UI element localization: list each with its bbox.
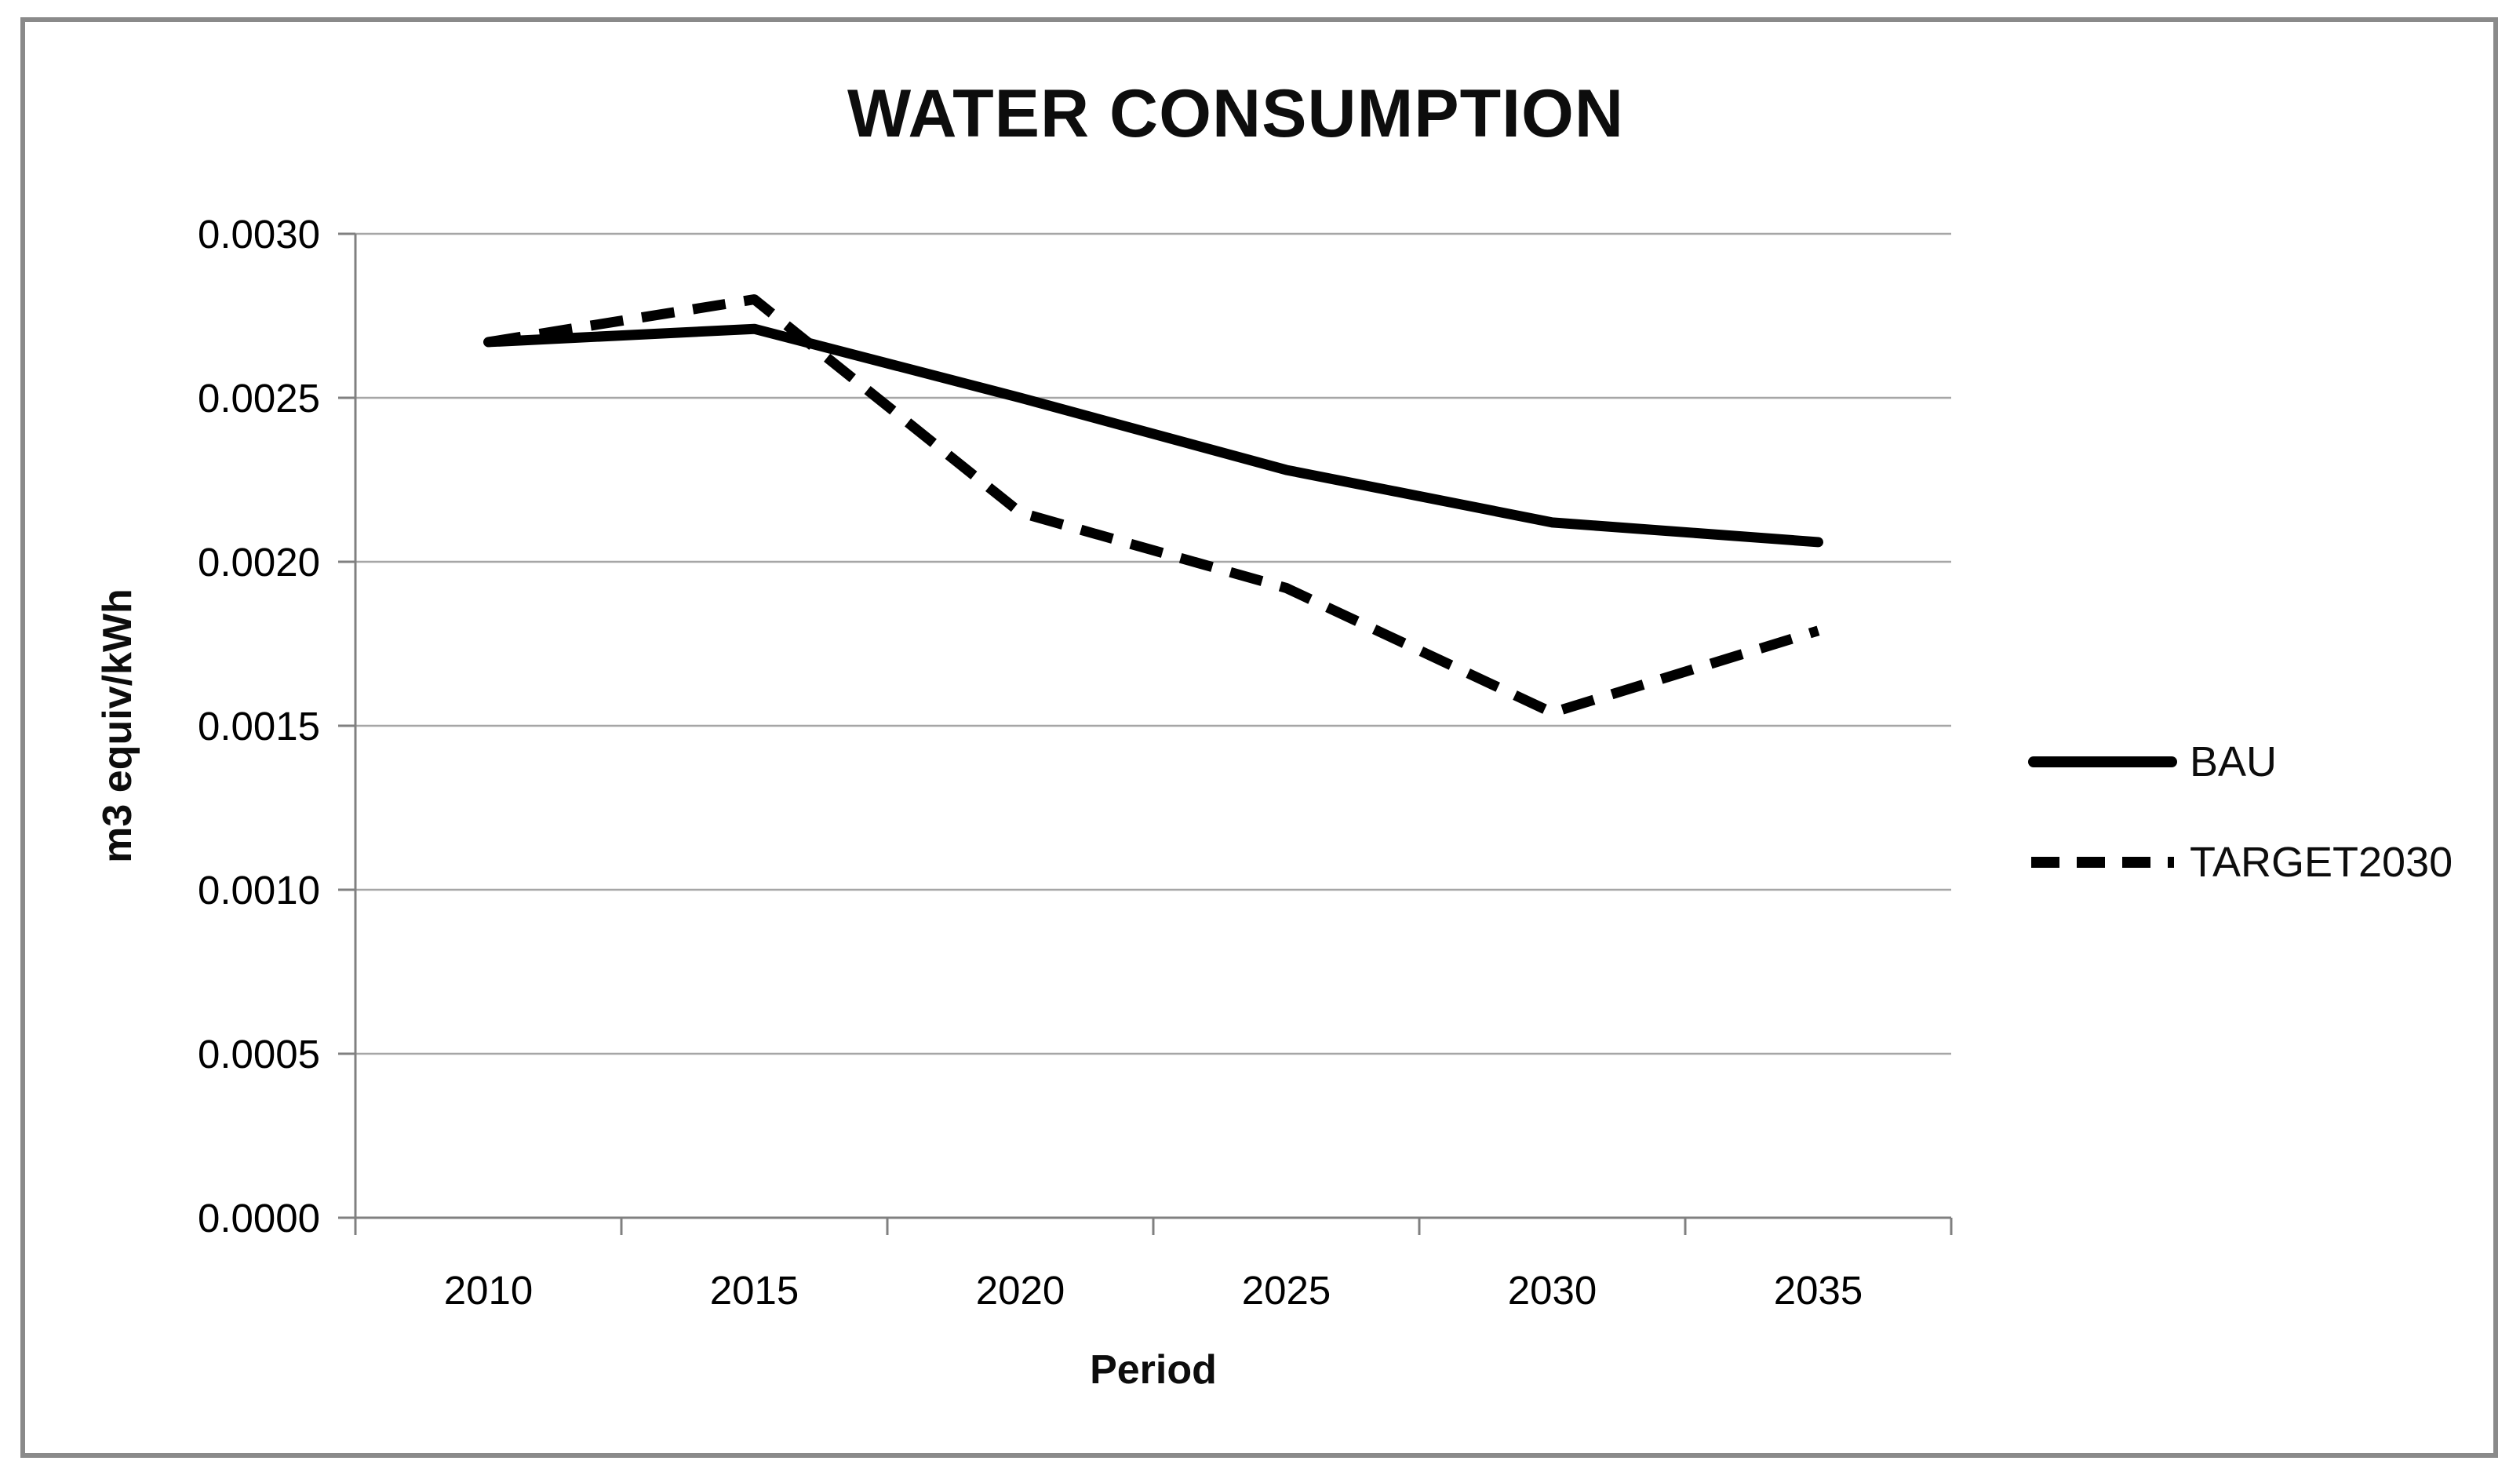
x-tick-label: 2015 [710, 1268, 799, 1313]
y-tick-label: 0.0020 [198, 540, 320, 585]
x-tick-label: 2010 [444, 1268, 533, 1313]
y-tick-label: 0.0015 [198, 704, 320, 749]
x-tick-label: 2020 [976, 1268, 1065, 1313]
legend-label: BAU [2190, 738, 2278, 785]
x-tick-label: 2025 [1242, 1268, 1331, 1313]
legend-line-sample [2028, 756, 2177, 767]
x-axis-title: Period [1090, 1347, 1217, 1393]
legend-label: TARGET2030 [2190, 839, 2453, 886]
x-tick-label: 2035 [1774, 1268, 1863, 1313]
legend-item: TARGET2030 [2028, 836, 2453, 888]
y-tick-label: 0.0025 [198, 376, 320, 421]
y-tick-label: 0.0005 [198, 1032, 320, 1076]
chart-title: WATER CONSUMPTION [847, 76, 1625, 151]
y-tick-label: 0.0010 [198, 868, 320, 913]
series-line-bau [483, 323, 1823, 548]
x-tick-label: 2030 [1508, 1268, 1597, 1313]
y-tick-label: 0.0030 [198, 212, 320, 257]
legend-line-sample [2031, 857, 2174, 868]
series-line-target2030 [487, 294, 1820, 718]
y-tick-label: 0.0000 [198, 1196, 320, 1240]
legend-item: BAU [2028, 736, 2453, 788]
legend: BAU TARGET2030 [2028, 736, 2453, 888]
